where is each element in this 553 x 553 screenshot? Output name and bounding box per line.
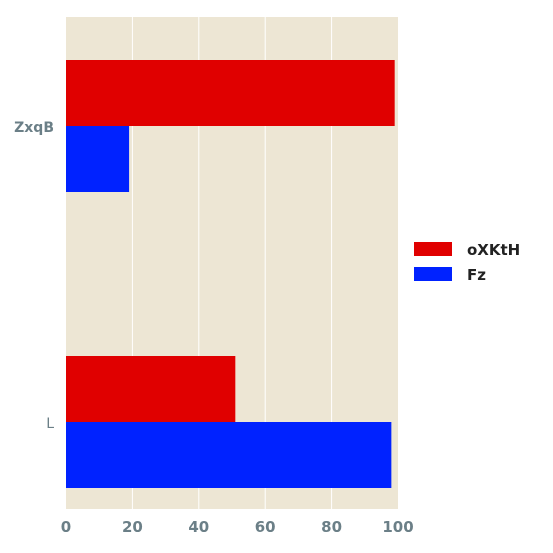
bars — [66, 60, 395, 488]
category-label: ZxqB — [14, 120, 54, 136]
legend-swatch-fz — [414, 267, 452, 281]
legend-label: Fz — [467, 266, 486, 284]
legend: oXKtH Fz — [414, 241, 520, 284]
x-tick-label: 80 — [321, 518, 342, 536]
category-label: L — [46, 416, 54, 432]
bar-oxkth-zxqb — [66, 60, 395, 126]
x-tick-label: 0 — [61, 518, 71, 536]
bar-oxkth-l — [66, 356, 236, 422]
x-tick-label: 100 — [382, 518, 413, 536]
x-tick-label: 60 — [255, 518, 276, 536]
legend-label: oXKtH — [467, 241, 520, 259]
bar-fz-l — [66, 422, 392, 488]
bar-fz-zxqb — [66, 126, 130, 192]
x-tick-label: 20 — [122, 518, 143, 536]
x-tick-label: 40 — [188, 518, 209, 536]
legend-swatch-oxkth — [414, 242, 452, 256]
